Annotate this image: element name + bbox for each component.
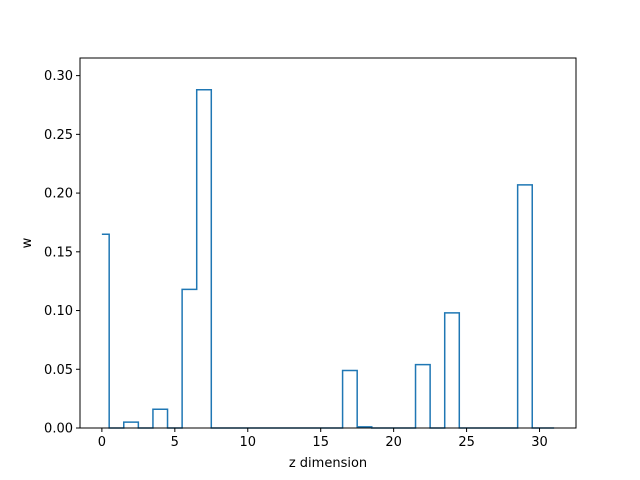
x-tick-label: 5 [171, 435, 179, 450]
y-tick-label: 0.05 [44, 363, 73, 378]
x-tick-label: 20 [385, 435, 402, 450]
y-tick-label: 0.00 [44, 422, 73, 437]
y-axis-label: w [20, 237, 35, 248]
x-axis-label: z dimension [289, 456, 367, 471]
y-tick-label: 0.30 [44, 69, 73, 84]
x-tick-label: 0 [98, 435, 106, 450]
y-tick-label: 0.20 [44, 187, 73, 202]
y-tick-label: 0.10 [44, 304, 73, 319]
x-axis: 0 5 10 15 20 25 30 [98, 428, 548, 450]
x-tick-label: 25 [458, 435, 475, 450]
y-tick-label: 0.25 [44, 128, 73, 143]
y-axis: 0.00 0.05 0.10 0.15 0.20 0.25 0.30 [44, 69, 80, 437]
x-tick-label: 10 [239, 435, 256, 450]
x-tick-label: 15 [312, 435, 329, 450]
axes-frame [79, 57, 577, 429]
y-tick-label: 0.15 [44, 245, 73, 260]
x-tick-label: 30 [531, 435, 548, 450]
